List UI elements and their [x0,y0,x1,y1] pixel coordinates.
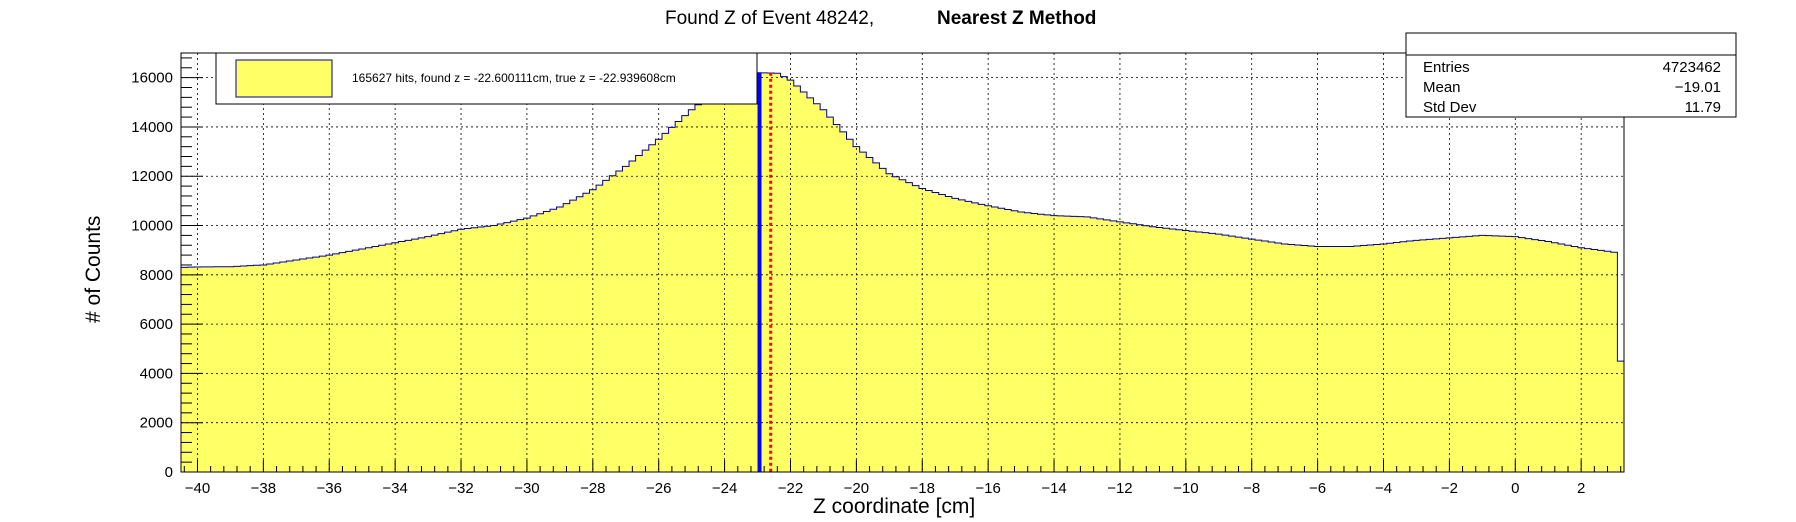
histogram-area [181,72,1624,472]
grid-lines [181,53,1624,472]
x-tick-label: −40 [185,480,210,497]
y-tick-label: 0 [165,464,173,481]
stats-value: −19.01 [1675,79,1721,96]
legend-swatch [235,59,333,98]
x-tick-label: −34 [382,480,407,497]
x-tick-label: −22 [778,480,803,497]
histogram-fill [181,72,1624,472]
x-tick-label: −6 [1309,480,1326,497]
y-tick-label: 4000 [140,365,173,382]
x-tick-label: −14 [1041,480,1066,497]
x-tick-label: 2 [1577,480,1585,497]
stats-label: Mean [1423,79,1461,96]
y-tick-label: 6000 [140,316,173,333]
x-tick-label: −4 [1375,480,1392,497]
x-tick-label: −30 [514,480,539,497]
x-tick-label: −20 [844,480,869,497]
plot-frame [180,52,1625,473]
stats-label: Entries [1423,59,1470,76]
x-tick-label: −8 [1243,480,1260,497]
y-tick-label: 16000 [131,70,173,87]
stats-box: Entries 4723462 Mean −19.01 Std Dev 11.79 [1405,32,1737,118]
stats-value: 4723462 [1663,59,1721,76]
x-tick-label: −36 [317,480,342,497]
legend: 165627 hits, found z = -22.600111cm, tru… [215,52,758,105]
legend-entry-text: 165627 hits, found z = -22.600111cm, tru… [352,71,676,85]
histogram-outline [180,72,1625,473]
x-tick-label: −32 [448,480,473,497]
x-axis: −40 −38 −36 −34 −32 −30 −28 −26 −24 −22 −20 −18 −16−… [183,460,1622,497]
x-tick-label: −26 [646,480,671,497]
chart-title-method: Nearest Z Method [937,8,1096,29]
y-axis-label: # of Counts [82,216,105,323]
y-tick-label: 2000 [140,415,173,432]
x-tick-label: −2 [1441,480,1458,497]
x-tick-label: −18 [910,480,935,497]
z-markers [757,72,773,472]
x-tick-label: −24 [712,480,737,497]
y-axis: 0 2000 4000 6000 8000 10000 12000 14000 16000 [131,57,203,481]
x-tick-label: 0 [1511,480,1519,497]
x-tick-label: −12 [1107,480,1132,497]
histogram-line [180,72,1625,473]
x-tick-label: −28 [580,480,605,497]
y-tick-label: 8000 [140,267,173,284]
stats-rows: Entries 4723462 Mean −19.01 Std Dev 11.79 [1423,59,1721,116]
stats-frame [1405,32,1737,118]
x-axis-label: Z coordinate [cm] [813,495,975,518]
y-tick-label: 14000 [131,119,173,136]
y-tick-label: 12000 [131,168,173,185]
y-tick-label: 10000 [131,218,173,235]
chart-title: Found Z of Event 48242, [665,8,874,29]
stats-label: Std Dev [1423,99,1477,116]
x-tick-label: −10 [1173,480,1198,497]
x-tick-label: −16 [975,480,1000,497]
x-tick-label: −38 [251,480,276,497]
stats-value: 11.79 [1685,99,1721,116]
